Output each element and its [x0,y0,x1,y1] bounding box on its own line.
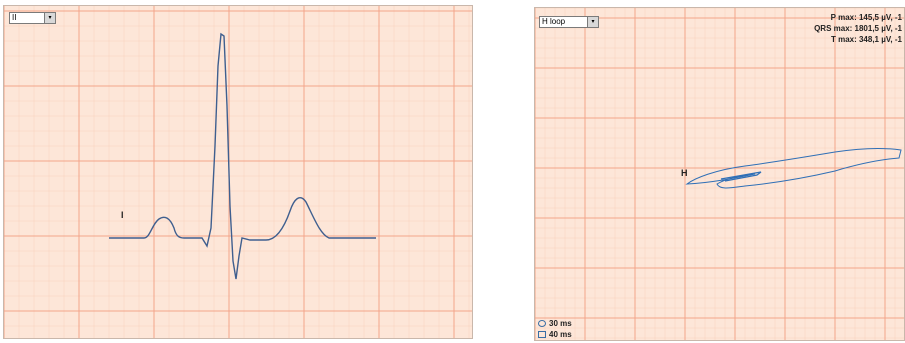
t-max-stat: T max: 348,1 µV, -1 [830,35,902,44]
vector-grid [535,8,904,340]
qrs-loop [685,148,902,189]
chevron-down-icon[interactable]: ▾ [44,13,55,23]
legend-30ms-label: 30 ms [549,319,572,328]
chevron-down-icon[interactable]: ▾ [587,17,598,27]
ecg-trace-layer [109,32,376,280]
p-max-stat: P max: 145,5 µV, -1 [830,13,902,22]
ecg-trace [109,32,376,280]
ecg-lead-panel: II ▾ I [3,5,473,339]
legend-40ms-label: 40 ms [549,330,572,339]
square-icon [538,331,546,338]
loop-select[interactable]: H loop ▾ [539,16,599,28]
legend-40ms: 40 ms [538,330,572,339]
plane-label: H [681,168,688,178]
lead-select[interactable]: II ▾ [9,12,56,24]
vector-loop-panel: H loop ▾ H P max: 145,5 µV, -1 QRS max: … [534,7,905,341]
loop-layer [685,148,902,189]
t-loop [720,171,762,182]
loop-select-value: H loop [542,17,566,26]
circle-icon [538,320,546,327]
lead-select-value: II [12,13,17,22]
ecg-grid [4,6,472,338]
wave-label: I [121,210,124,220]
legend-30ms: 30 ms [538,319,572,328]
amplitude-stats: P max: 145,5 µV, -1 QRS max: 1801,5 µV, … [814,12,902,45]
qrs-max-stat: QRS max: 1801,5 µV, -1 [814,24,902,33]
